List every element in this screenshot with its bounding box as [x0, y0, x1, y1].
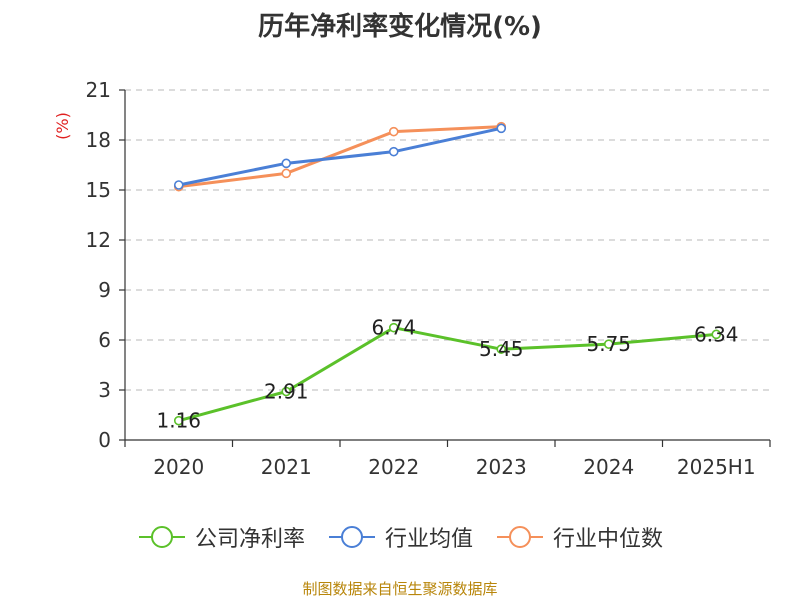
legend-marker — [509, 526, 531, 548]
data-label: 5.75 — [586, 332, 631, 356]
legend-item: 行业中位数 — [495, 521, 663, 553]
data-point — [388, 322, 399, 333]
legend-label: 行业均值 — [384, 527, 473, 552]
y-tick-label: 6 — [98, 328, 111, 352]
data-label: 6.74 — [371, 316, 416, 340]
data-point — [496, 123, 507, 134]
x-tick-label: 2020 — [153, 455, 204, 479]
x-tick-label: 2022 — [368, 455, 419, 479]
data-label: 6.34 — [694, 322, 739, 346]
data-point — [711, 329, 722, 340]
data-label: 5.45 — [479, 337, 524, 361]
legend-marker — [150, 526, 173, 548]
x-tick-label: 2023 — [476, 455, 527, 479]
x-tick-label: 2025H1 — [677, 455, 756, 479]
legend-swatch — [138, 526, 185, 548]
series-line-1 — [178, 126, 502, 187]
legend-swatch — [497, 526, 543, 548]
data-point — [173, 180, 184, 190]
data-point — [388, 146, 399, 157]
data-label: 1.16 — [156, 409, 201, 433]
y-tick-label: 0 — [98, 428, 111, 452]
legend-item: 行业均值 — [327, 521, 473, 553]
data-point — [281, 158, 292, 169]
y-tick-label: 15 — [86, 178, 111, 202]
data-point — [496, 344, 507, 354]
data-point — [281, 386, 292, 397]
y-tick-label: 9 — [98, 278, 111, 302]
x-tick-label: 2024 — [583, 455, 634, 479]
legend-item: 公司净利率 — [137, 521, 305, 553]
data-label: 2.91 — [264, 380, 309, 404]
y-tick-label: 18 — [86, 128, 111, 152]
data-point — [603, 339, 614, 349]
series-line-2 — [178, 125, 502, 189]
legend-label: 行业中位数 — [553, 527, 664, 552]
y-tick-label: 3 — [98, 378, 111, 402]
chart-legend: 公司净利率 行业均值 行业中位数 — [0, 520, 800, 554]
y-tick-label: 21 — [86, 78, 111, 102]
data-point — [281, 168, 292, 179]
chart-title: 历年净利率变化情况(%) — [258, 12, 542, 42]
legend-marker — [340, 526, 363, 548]
data-point — [173, 415, 184, 426]
source-note: 制图数据来自恒生聚源数据库 — [302, 580, 498, 598]
x-tick-label: 2021 — [261, 455, 312, 479]
legend-swatch — [328, 526, 375, 548]
series-line-0 — [178, 326, 717, 423]
y-tick-label: 12 — [86, 228, 111, 252]
legend-label: 公司净利率 — [194, 527, 305, 552]
data-point — [388, 126, 399, 137]
y-axis-label: (%) — [53, 112, 72, 140]
